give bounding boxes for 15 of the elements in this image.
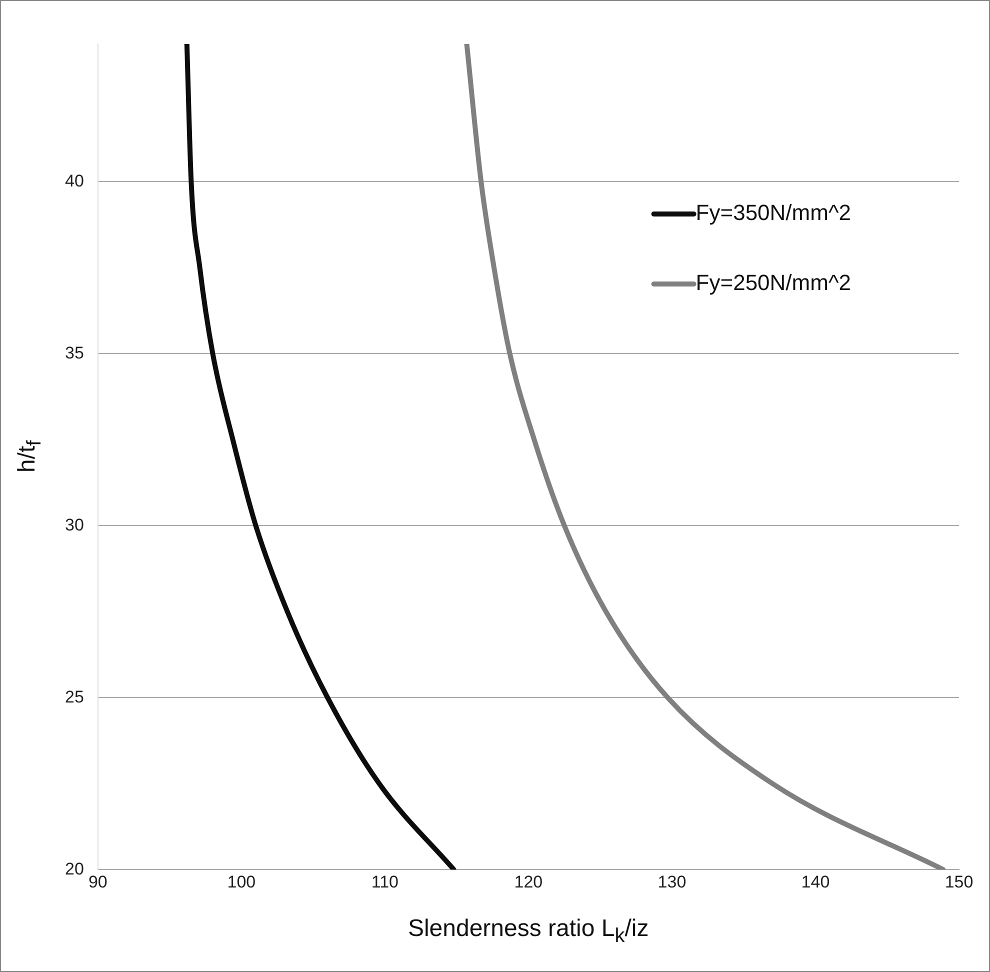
- y-tick-label: 20: [64, 859, 84, 878]
- legend-label: Fy=250N/mm^2: [696, 270, 851, 296]
- x-tick-label: 120: [514, 872, 543, 892]
- x-tick-label: 110: [371, 872, 398, 892]
- x-tick-label: 130: [658, 872, 686, 892]
- x-tick-label: 150: [944, 872, 974, 892]
- legend-label: Fy=350N/mm^2: [696, 200, 851, 226]
- y-tick-label: 35: [64, 343, 84, 362]
- x-tick-label: 100: [227, 872, 256, 892]
- y-tick-label: 30: [64, 515, 84, 534]
- x-axis-title: Slenderness ratio L$_{k}$/iz: [408, 914, 649, 948]
- x-tick-label: 90: [88, 872, 108, 892]
- x-tick-label: 140: [801, 872, 830, 892]
- y-tick-label: 25: [64, 687, 84, 706]
- y-tick-label: 40: [64, 171, 84, 190]
